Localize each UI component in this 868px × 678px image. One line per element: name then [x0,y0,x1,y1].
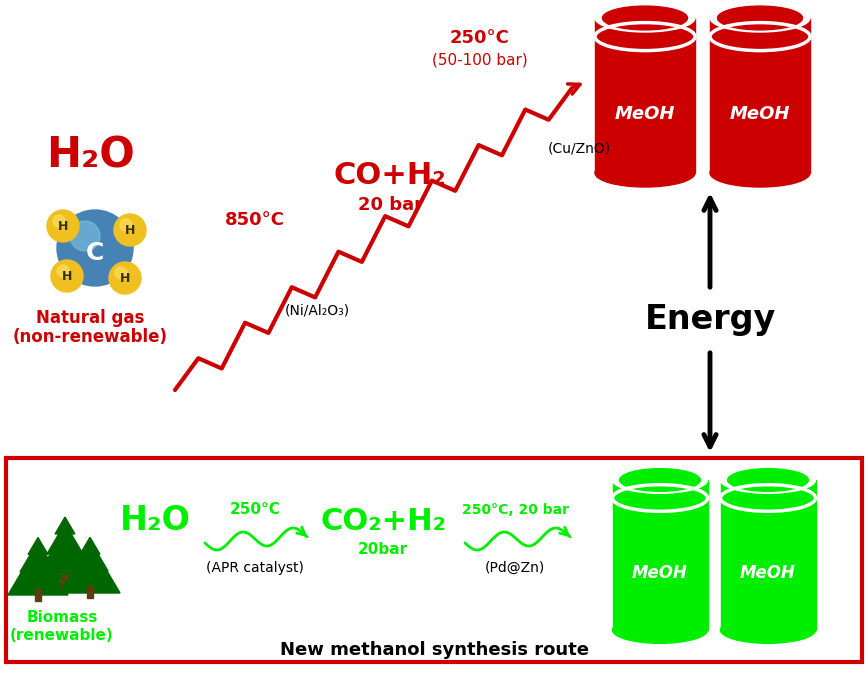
Ellipse shape [718,6,803,30]
Text: H: H [58,220,69,233]
Text: 850°C: 850°C [225,211,285,229]
Polygon shape [28,538,48,555]
Circle shape [120,219,132,231]
Text: 250°C: 250°C [229,502,280,517]
Ellipse shape [720,617,816,643]
Bar [613,480,707,630]
Text: H₂O: H₂O [46,134,135,176]
Polygon shape [80,538,100,554]
Ellipse shape [710,159,810,187]
Bar [720,480,816,630]
Bar [35,589,42,601]
Text: (Cu/ZnO): (Cu/ZnO) [548,141,611,155]
Ellipse shape [613,466,707,494]
Polygon shape [72,540,108,571]
Ellipse shape [602,6,687,30]
Text: (renewable): (renewable) [10,628,114,643]
Text: (APR catalyst): (APR catalyst) [206,561,304,575]
Circle shape [47,210,79,242]
Polygon shape [47,523,83,554]
Ellipse shape [613,617,707,643]
Ellipse shape [720,466,816,494]
Text: (non-renewable): (non-renewable) [12,328,168,346]
Polygon shape [55,517,75,534]
Polygon shape [60,542,120,593]
Text: MeOH: MeOH [632,564,687,582]
Circle shape [51,260,83,292]
Polygon shape [8,544,68,595]
Text: H: H [62,269,72,283]
Text: MeOH: MeOH [740,564,796,582]
Text: New methanol synthesis route: New methanol synthesis route [279,641,589,659]
Bar [595,18,695,173]
Text: H: H [120,271,130,285]
Text: MeOH: MeOH [615,105,675,123]
Circle shape [115,267,127,279]
Text: CO₂+H₂: CO₂+H₂ [320,508,446,536]
Text: (Pd@Zn): (Pd@Zn) [485,561,545,575]
Ellipse shape [710,4,810,32]
Circle shape [57,265,69,277]
Text: 20bar: 20bar [358,542,408,557]
Text: MeOH: MeOH [730,105,790,123]
Text: C: C [86,241,104,265]
Text: 20 bar: 20 bar [358,196,423,214]
Ellipse shape [727,468,808,492]
Bar [87,586,93,598]
Text: H: H [125,224,135,237]
Text: (50-100 bar): (50-100 bar) [432,52,528,68]
Circle shape [109,262,141,294]
Ellipse shape [620,468,700,492]
Text: (Ni/Al₂O₃): (Ni/Al₂O₃) [285,303,350,317]
Polygon shape [35,529,95,580]
Text: Biomass: Biomass [26,610,98,626]
Text: H₂O: H₂O [120,504,190,536]
Text: 250°C, 20 bar: 250°C, 20 bar [462,503,569,517]
Circle shape [57,210,133,286]
Ellipse shape [595,4,695,32]
Bar [710,18,810,173]
Circle shape [53,215,65,227]
Text: Natural gas: Natural gas [36,309,144,327]
Text: 250°C: 250°C [450,29,510,47]
Circle shape [70,221,100,251]
FancyBboxPatch shape [6,458,862,662]
Text: Energy: Energy [644,304,776,336]
Text: CO+H₂: CO+H₂ [333,161,446,189]
Ellipse shape [595,159,695,187]
Circle shape [114,214,146,246]
Bar [61,575,69,590]
Polygon shape [20,542,56,572]
